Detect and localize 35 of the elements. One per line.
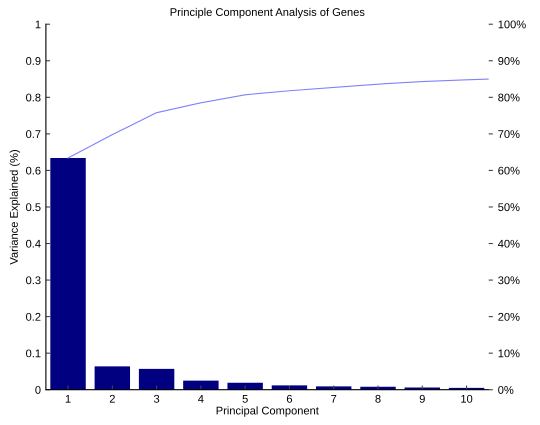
y-tick-label: 0.8 <box>26 94 41 102</box>
x-tick-label: 2 <box>110 394 115 403</box>
x-tick-label: 10 <box>461 394 472 403</box>
y2-tick-label: 10% <box>498 349 520 358</box>
y-tick-label: 0.1 <box>26 349 40 358</box>
y-tick-label: 0.7 <box>26 130 40 138</box>
x-tick-label: 6 <box>286 394 292 403</box>
y-axis-title: Variance Explained (%) <box>10 150 20 265</box>
y2-tick-label: 70% <box>498 130 520 138</box>
y2-tick-label: 20% <box>498 312 520 321</box>
y-tick-label: 0.3 <box>26 276 41 284</box>
y2-tick-label: 0% <box>498 386 514 394</box>
x-tick-label: 4 <box>198 394 204 403</box>
x-tick-label: 1 <box>66 394 71 403</box>
x-tick-label: 3 <box>154 394 160 403</box>
y-tick-label: 1 <box>36 20 40 28</box>
y2-tick-label: 100% <box>498 20 526 28</box>
y-tick-label: 0.6 <box>26 166 41 175</box>
y-tick-label: 0.2 <box>26 312 40 321</box>
y2-tick-label: 30% <box>498 276 520 284</box>
y-tick-label: 0 <box>35 386 41 394</box>
y2-tick-label: 40% <box>498 240 520 248</box>
x-tick-label: 7 <box>331 394 336 403</box>
chart-title: Principle Component Analysis of Genes <box>170 8 364 18</box>
y-tick-label: 0.4 <box>26 240 41 248</box>
y-tick-label: 0.5 <box>26 203 41 212</box>
y-tick-label: 0.9 <box>26 57 41 65</box>
y2-tick-label: 50% <box>498 203 520 212</box>
x-axis-title: Principal Component <box>216 406 319 417</box>
y2-tick-label: 80% <box>498 94 520 102</box>
x-tick-label: 8 <box>375 394 381 403</box>
y2-tick-label: 90% <box>498 57 520 65</box>
x-tick-label: 9 <box>420 394 425 403</box>
x-tick-label: 5 <box>242 394 248 403</box>
y2-tick-label: 60% <box>498 166 520 175</box>
